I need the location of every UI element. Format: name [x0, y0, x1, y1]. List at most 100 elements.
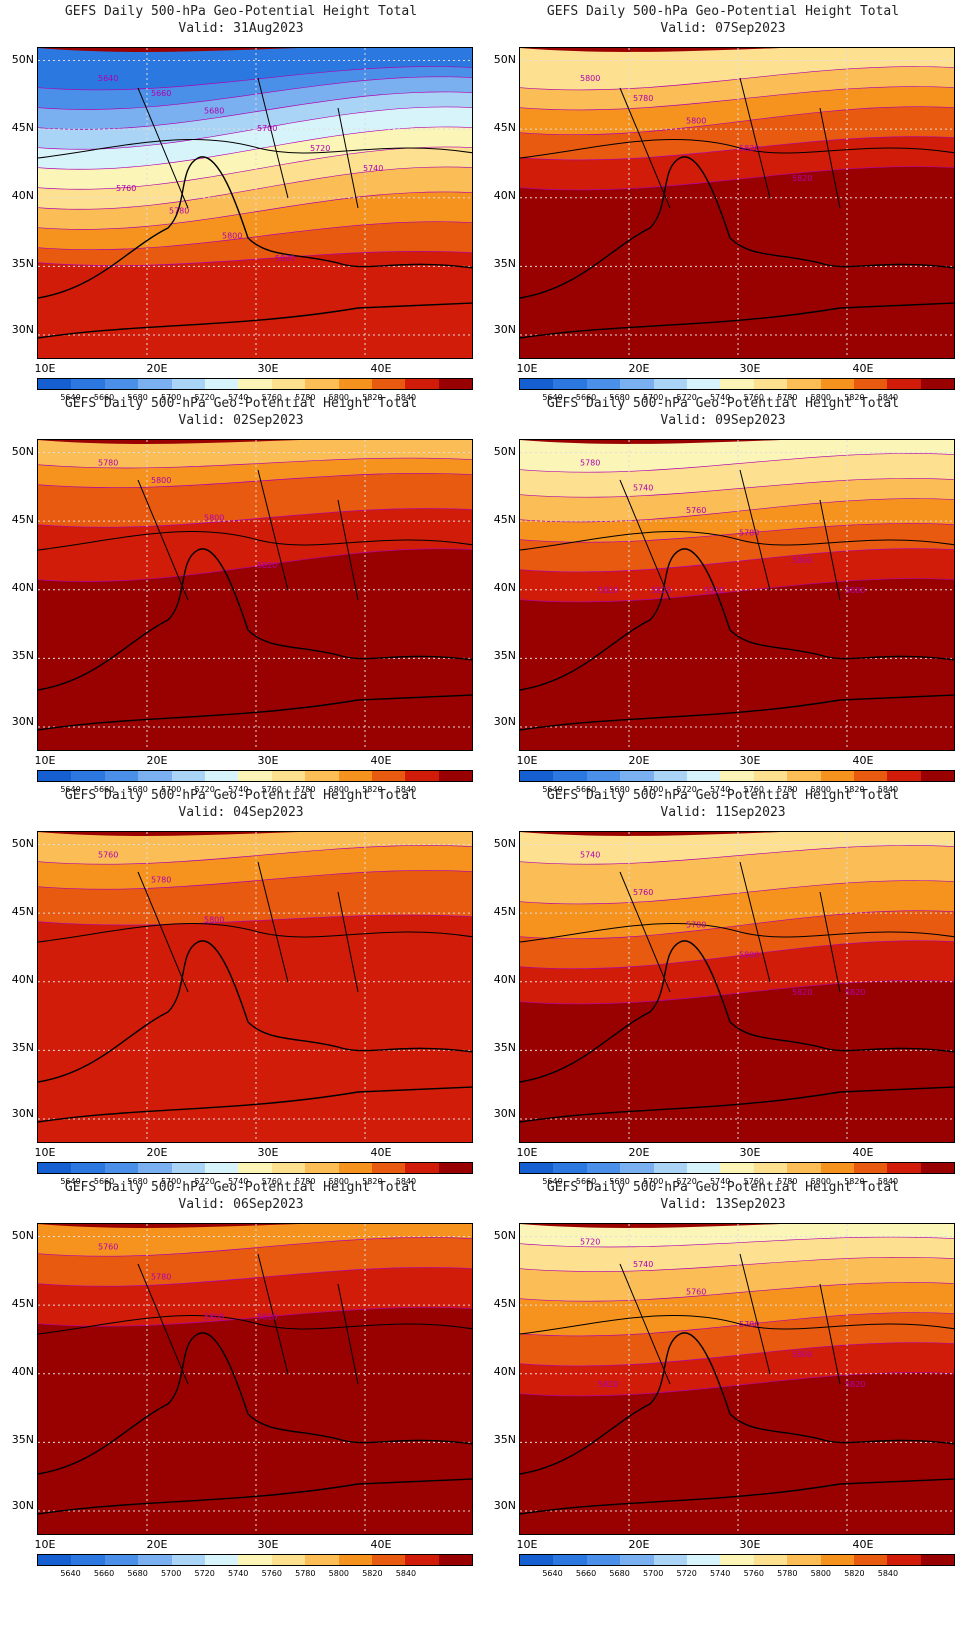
panel-title: GEFS Daily 500-hPa Geo-Potential Height …	[546, 788, 900, 803]
colorbar-swatch	[171, 771, 205, 781]
lat-label: 40N	[11, 581, 34, 594]
lon-label: 20E	[146, 1538, 168, 1551]
lat-label: 35N	[11, 1433, 34, 1446]
colorbar-label: 5700	[642, 393, 664, 402]
height-band	[520, 880, 954, 940]
coastline	[520, 940, 954, 1123]
colorbar-label: 5720	[676, 1177, 697, 1186]
height-band	[38, 1267, 472, 1327]
lat-label: 50N	[493, 1229, 516, 1242]
colorbar-swatch	[653, 379, 687, 389]
colorbar-label: 5840	[877, 1569, 899, 1578]
colorbar-swatch	[71, 771, 105, 781]
colorbar-label: 5680	[609, 1569, 630, 1578]
colorbar-label: 5720	[676, 1569, 697, 1578]
height-map: 5780 5800 5800 5820	[37, 439, 473, 751]
lon-label: 30E	[257, 362, 279, 375]
height-band	[38, 77, 472, 130]
panel-valid-date: Valid: 11Sep2023	[660, 805, 786, 820]
colorbar-label: 5660	[575, 1569, 597, 1578]
contour-label: 5800	[204, 514, 224, 523]
colorbar-swatch	[71, 379, 105, 389]
colorbar-swatch	[553, 1163, 587, 1173]
lat-label: 45N	[493, 121, 516, 134]
colorbar-swatch	[71, 1555, 105, 1565]
colorbar-swatch	[171, 379, 205, 389]
colorbar-swatch	[853, 1163, 888, 1173]
forecast-panel: GEFS Daily 500-hPa Geo-Potential Height …	[0, 1176, 482, 1586]
colorbar-swatch	[586, 1163, 621, 1173]
colorbar-swatch	[138, 379, 172, 389]
contour-svg: 5760 5780 5800 5820	[38, 1224, 472, 1534]
colorbar	[519, 378, 955, 390]
colorbar-swatch	[338, 379, 372, 389]
colorbar-label: 5760	[743, 1177, 764, 1186]
colorbar-swatch	[338, 771, 372, 781]
colorbar	[37, 378, 473, 390]
panel-valid-date: Valid: 09Sep2023	[660, 413, 786, 428]
colorbar-label: 5840	[395, 1177, 417, 1186]
lon-label: 10E	[516, 1146, 538, 1159]
colorbar-label: 5820	[362, 393, 383, 402]
lon-label: 20E	[628, 362, 650, 375]
contour-label: 5760	[98, 851, 118, 860]
colorbar-label: 5680	[127, 1177, 148, 1186]
contour-label: 5780	[580, 459, 600, 468]
colorbar-swatch	[753, 379, 788, 389]
colorbar-swatch	[520, 1555, 554, 1565]
colorbar-swatch	[104, 1555, 139, 1565]
colorbar-label: 5740	[228, 1569, 249, 1578]
panel-title: GEFS Daily 500-hPa Geo-Potential Height …	[546, 396, 900, 411]
contour-label: 5740	[580, 851, 600, 860]
colorbar-swatch	[686, 1555, 721, 1565]
colorbar-label: 5700	[160, 1177, 182, 1186]
contour-label: 5780	[169, 207, 189, 216]
colorbar-label: 5820	[844, 1569, 865, 1578]
contour-label: 5820	[598, 586, 618, 595]
lat-label: 30N	[11, 323, 34, 336]
colorbar-swatch	[553, 771, 587, 781]
lon-label: 10E	[516, 1538, 538, 1551]
colorbar-label: 5820	[362, 785, 383, 794]
colorbar-label: 5800	[810, 1569, 832, 1578]
colorbar-label: 5820	[362, 1177, 383, 1186]
height-band	[38, 508, 472, 582]
colorbar-label: 5700	[160, 1569, 182, 1578]
colorbar	[37, 1162, 473, 1174]
country-borders	[520, 469, 954, 601]
contour-label: 5780	[633, 94, 653, 103]
lon-label: 40E	[370, 1538, 392, 1551]
colorbar-label: 5800	[328, 1569, 350, 1578]
colorbar-label: 5700	[642, 1569, 664, 1578]
panel-valid-date: Valid: 13Sep2023	[660, 1197, 786, 1212]
colorbar-label: 5800	[810, 393, 832, 402]
contour-label: 5780	[686, 921, 706, 930]
lat-label: 30N	[493, 715, 516, 728]
coastline	[38, 156, 472, 339]
colorbar-label: 5740	[228, 1177, 249, 1186]
colorbar-label: 5780	[295, 785, 316, 794]
colorbar-swatch	[787, 379, 821, 389]
colorbar-swatch	[204, 1555, 239, 1565]
colorbar-label: 5720	[676, 785, 697, 794]
colorbar-swatch	[238, 771, 272, 781]
colorbar-label: 5680	[127, 1569, 148, 1578]
colorbar-label: 5840	[877, 393, 899, 402]
lat-label: 45N	[11, 1297, 34, 1310]
colorbar-label: 5680	[127, 785, 148, 794]
lon-label: 20E	[146, 754, 168, 767]
lon-label: 30E	[739, 362, 761, 375]
lon-label: 20E	[628, 1146, 650, 1159]
panel-valid-date: Valid: 31Aug2023	[178, 21, 304, 36]
contour-label: 5820	[275, 254, 295, 263]
colorbar-swatch	[371, 1555, 406, 1565]
contour-label: 5700	[257, 124, 277, 133]
colorbar-label: 5640	[542, 1177, 563, 1186]
lon-label: 30E	[739, 1538, 761, 1551]
height-band	[38, 92, 472, 150]
contour-label: 5820	[845, 988, 865, 997]
colorbar-swatch	[405, 1555, 439, 1565]
contour-label: 5680	[204, 107, 224, 116]
contour-label: 5820	[845, 1380, 865, 1389]
colorbar-label: 5700	[642, 785, 664, 794]
